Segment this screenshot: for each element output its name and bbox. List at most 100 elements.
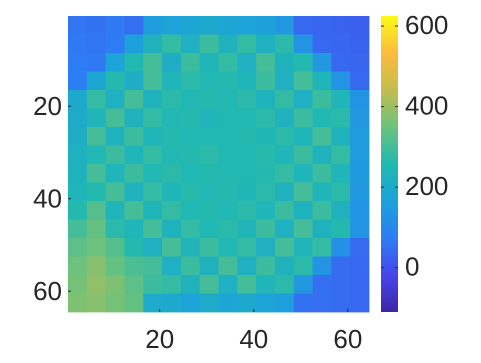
- heatmap-cell: [331, 238, 350, 257]
- heatmap-cell: [181, 238, 200, 257]
- heatmap-cell: [181, 146, 200, 165]
- heatmap-cell: [275, 201, 294, 220]
- heatmap-cell: [106, 109, 125, 128]
- heatmap-cell: [219, 275, 238, 294]
- heatmap-cell: [200, 146, 219, 165]
- heatmap-cell: [350, 164, 369, 183]
- heatmap-cell: [256, 109, 275, 128]
- colorbar-tick-label: 400: [405, 90, 448, 120]
- heatmap-cell: [350, 220, 369, 239]
- heatmap-cell: [200, 90, 219, 109]
- heatmap-cell: [68, 72, 87, 91]
- heatmap-cell: [87, 183, 106, 202]
- heatmap-cell: [181, 16, 200, 35]
- heatmap-cell: [181, 109, 200, 128]
- heatmap-cell: [350, 294, 369, 313]
- heatmap-cell: [331, 164, 350, 183]
- heatmap-cell: [87, 109, 106, 128]
- heatmap-cell: [219, 183, 238, 202]
- heatmap-cell: [237, 146, 256, 165]
- heatmap-cell: [256, 220, 275, 239]
- heatmap-cell: [181, 294, 200, 313]
- heatmap-cell: [68, 220, 87, 239]
- heatmap-cell: [143, 127, 162, 146]
- heatmap-cell: [106, 146, 125, 165]
- heatmap-cell: [106, 257, 125, 276]
- heatmap-cell: [124, 183, 143, 202]
- heatmap-cell: [162, 53, 181, 72]
- x-tick-label: 60: [333, 324, 362, 354]
- heatmap-cell: [294, 220, 313, 239]
- x-tick-label: 20: [145, 324, 174, 354]
- heatmap-cell: [275, 257, 294, 276]
- heatmap-cell: [237, 53, 256, 72]
- heatmap-cell: [331, 220, 350, 239]
- heatmap-cell: [181, 127, 200, 146]
- heatmap-cell: [68, 146, 87, 165]
- heatmap-cell: [200, 127, 219, 146]
- heatmap-cell: [313, 127, 332, 146]
- heatmap-cell: [106, 53, 125, 72]
- heatmap-cell: [162, 164, 181, 183]
- heatmap-cell: [143, 35, 162, 54]
- heatmap-cell: [124, 53, 143, 72]
- heatmap-cell: [294, 127, 313, 146]
- heatmap-cell: [106, 220, 125, 239]
- heatmap-cell: [331, 16, 350, 35]
- heatmap-cell: [124, 146, 143, 165]
- heatmap-cell: [106, 275, 125, 294]
- heatmap-cell: [256, 127, 275, 146]
- heatmap-cell: [237, 183, 256, 202]
- heatmap-cell: [143, 238, 162, 257]
- heatmap-cell: [162, 90, 181, 109]
- heatmap-cell: [219, 90, 238, 109]
- heatmap-cell: [87, 35, 106, 54]
- heatmap-cell: [331, 109, 350, 128]
- heatmap-cell: [87, 72, 106, 91]
- heatmap-cell: [294, 72, 313, 91]
- heatmap-cell: [275, 35, 294, 54]
- heatmap-cell: [68, 109, 87, 128]
- heatmap-cell: [68, 164, 87, 183]
- heatmap-cell: [87, 257, 106, 276]
- heatmap-cell: [275, 109, 294, 128]
- heatmap-cell: [124, 275, 143, 294]
- heatmap-cell: [275, 146, 294, 165]
- heatmap-cell: [219, 109, 238, 128]
- heatmap-cell: [219, 72, 238, 91]
- heatmap-cell: [275, 72, 294, 91]
- heatmap-cell: [162, 275, 181, 294]
- heatmap-cell: [106, 294, 125, 313]
- heatmap-cell: [106, 90, 125, 109]
- heatmap-cell: [219, 294, 238, 313]
- colorbar-tick-label: 200: [405, 171, 448, 201]
- heatmap-cell: [68, 294, 87, 313]
- heatmap-cell: [313, 53, 332, 72]
- heatmap-cell: [124, 127, 143, 146]
- heatmap-cell: [313, 90, 332, 109]
- heatmap-cell: [87, 53, 106, 72]
- heatmap-cell: [313, 294, 332, 313]
- heatmap-cell: [162, 201, 181, 220]
- heatmap-cell: [313, 164, 332, 183]
- heatmap-cell: [237, 257, 256, 276]
- heatmap-cell: [313, 201, 332, 220]
- heatmap-cell: [162, 183, 181, 202]
- heatmap-cell: [256, 294, 275, 313]
- heatmap-cell: [87, 220, 106, 239]
- heatmap-cell: [331, 275, 350, 294]
- heatmap-cell: [275, 16, 294, 35]
- heatmap-cell: [275, 220, 294, 239]
- heatmap-cell: [313, 146, 332, 165]
- heatmap-cell: [237, 220, 256, 239]
- heatmap-cell: [68, 35, 87, 54]
- heatmap-cell: [143, 90, 162, 109]
- heatmap-cell: [106, 16, 125, 35]
- heatmap-cell: [331, 201, 350, 220]
- heatmap-cell: [294, 275, 313, 294]
- heatmap-cell: [124, 257, 143, 276]
- heatmap-cell: [87, 127, 106, 146]
- heatmap-cell: [275, 90, 294, 109]
- heatmap-cell: [87, 146, 106, 165]
- heatmap-cell: [143, 257, 162, 276]
